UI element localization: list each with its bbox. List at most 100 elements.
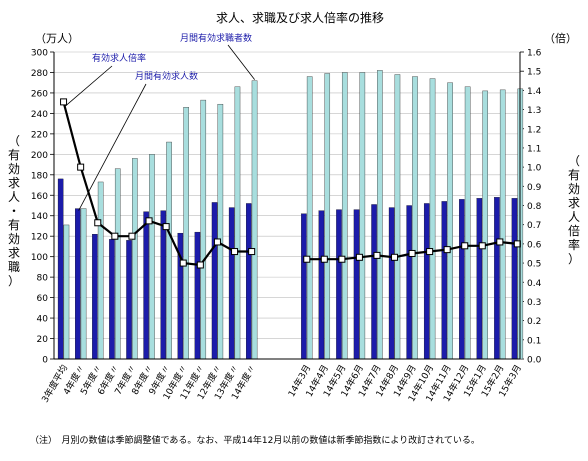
- right-axis-label-char: 求: [568, 196, 580, 210]
- y-right-tick-label: 1.0: [527, 164, 542, 174]
- y-left-tick-label: 80: [37, 274, 49, 284]
- annotation-line-applicants: [227, 44, 255, 80]
- bar-applicants: [482, 90, 488, 360]
- bar-openings: [228, 207, 235, 360]
- right-axis-label-char: （: [568, 154, 580, 168]
- bar-applicants: [234, 86, 241, 360]
- bar-openings: [160, 210, 166, 360]
- y-right-tick-label: 1.4: [527, 87, 542, 97]
- ratio-marker: [196, 261, 204, 269]
- bar-applicants: [166, 141, 172, 360]
- left-axis-label-char: 効: [8, 161, 20, 176]
- ratio-marker: [478, 242, 486, 250]
- y-left-tick-label: 20: [37, 335, 49, 345]
- ratio-marker: [179, 259, 187, 267]
- left-axis-label-char: 職: [8, 260, 20, 274]
- annotation-line-openings: [78, 83, 147, 211]
- y-left-tick-label: 180: [31, 171, 48, 181]
- ratio-marker: [513, 240, 521, 248]
- bar-applicants: [394, 74, 401, 360]
- left-axis-label-char: （: [8, 134, 20, 148]
- left-axis-label-char: 求: [8, 176, 20, 190]
- bar-applicants: [377, 70, 383, 360]
- bar-applicants: [447, 82, 453, 360]
- y-right-tick-label: 0.4: [527, 279, 542, 289]
- ratio-marker: [373, 251, 381, 259]
- bar-openings: [511, 198, 518, 360]
- y-right-tick-label: 0.7: [527, 221, 541, 231]
- ratio-marker: [426, 248, 434, 256]
- bar-openings: [494, 197, 500, 360]
- bar-applicants: [114, 168, 121, 360]
- right-axis-label-char: 倍: [568, 223, 580, 238]
- left-axis-label-char: 人: [8, 190, 20, 204]
- bar-openings: [301, 213, 307, 360]
- bar-openings: [371, 204, 377, 360]
- x-tick-label: 3年度平均: [39, 363, 70, 405]
- ratio-marker: [338, 255, 346, 263]
- bar-openings: [476, 198, 483, 360]
- bar-applicants: [341, 72, 348, 360]
- bar-applicants: [412, 76, 418, 360]
- bar-applicants: [217, 103, 224, 360]
- ratio-marker: [320, 255, 328, 263]
- bar-openings: [353, 209, 360, 360]
- bar-openings: [388, 207, 395, 360]
- bar-openings: [57, 178, 64, 360]
- y-right-tick-label: 0.1: [527, 336, 541, 346]
- y-left-tick-label: 40: [37, 315, 49, 325]
- y-left-tick-label: 140: [31, 212, 48, 222]
- bar-applicants: [251, 80, 258, 360]
- right-axis-label-char: 率: [568, 237, 580, 252]
- bar-applicants: [149, 154, 155, 360]
- y-left-tick-label: 260: [31, 89, 48, 99]
- bar-applicants: [132, 158, 138, 360]
- y-right-tick-label: 0.3: [527, 298, 541, 308]
- bar-applicants: [63, 224, 70, 360]
- ratio-marker: [496, 238, 504, 246]
- y-left-tick-label: 200: [31, 151, 48, 161]
- bar-openings: [423, 203, 430, 360]
- bar-openings: [75, 208, 81, 360]
- bar-applicants: [324, 73, 331, 360]
- left-axis-label-char: ）: [8, 274, 20, 288]
- bar-applicants: [183, 107, 189, 360]
- ratio-marker: [94, 219, 102, 227]
- right-axis-label-char: 人: [568, 210, 580, 224]
- ratio-marker: [77, 163, 85, 171]
- ratio-marker: [408, 249, 416, 257]
- y-right-tick-label: 1.1: [527, 144, 541, 154]
- bar-openings: [194, 231, 201, 360]
- y-left-tick-label: 100: [31, 253, 48, 263]
- bar-applicants: [499, 89, 506, 360]
- bar-openings: [245, 203, 252, 360]
- bar-applicants: [97, 181, 104, 360]
- ratio-marker: [213, 238, 221, 246]
- ratio-line-annual: [62, 101, 252, 267]
- chart-title: 求人、求職及び求人倍率の推移: [216, 10, 384, 25]
- y-right-tick-label: 1.5: [527, 68, 541, 78]
- bar-openings: [126, 240, 132, 360]
- ratio-marker: [443, 246, 451, 254]
- bar-applicants: [200, 99, 207, 360]
- bar-openings: [459, 199, 465, 360]
- right-axis-label-char: ）: [568, 252, 580, 266]
- y-left-tick-label: 60: [37, 294, 49, 304]
- ratio-marker: [303, 255, 311, 263]
- left-axis-label-char: 効: [8, 231, 20, 246]
- ratio-marker: [128, 232, 136, 240]
- y-right-tick-label: 0.2: [527, 317, 541, 327]
- footnote: （注） 月別の数値は季節調整値である。なお、平成14年12月以前の数値は新季節指…: [30, 434, 480, 446]
- bar-applicants: [306, 76, 313, 360]
- annotation-line-ratio: [65, 65, 113, 107]
- y-right-tick-label: 0.9: [527, 183, 542, 193]
- bar-openings: [318, 210, 325, 360]
- bar-openings: [143, 211, 149, 360]
- y-left-tick-label: 300: [31, 49, 48, 59]
- ratio-marker: [231, 248, 239, 256]
- series-label-ratio: 有効求人倍率: [92, 52, 146, 64]
- y-left-tick-label: 220: [31, 130, 48, 140]
- ratio-marker: [60, 98, 68, 106]
